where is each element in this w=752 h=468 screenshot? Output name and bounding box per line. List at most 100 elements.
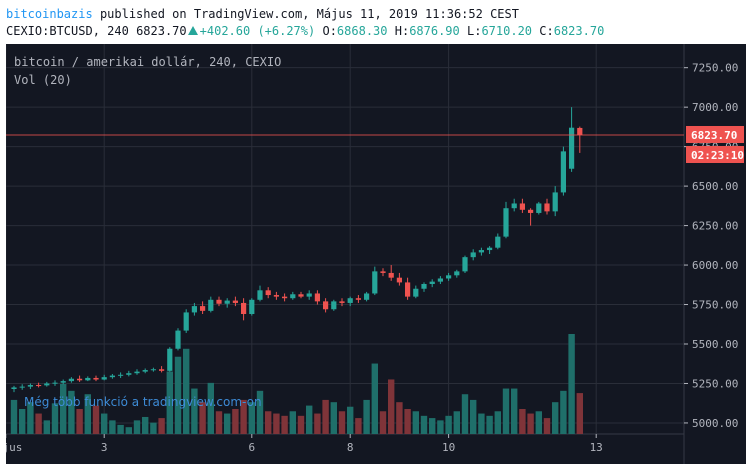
candle-body[interactable]	[544, 203, 550, 212]
candle-body[interactable]	[183, 312, 189, 331]
candle-body[interactable]	[200, 306, 206, 311]
candle-body[interactable]	[298, 294, 304, 297]
candle-body[interactable]	[60, 381, 66, 383]
volume-bar	[437, 420, 444, 434]
candle-body[interactable]	[380, 271, 386, 273]
candle-body[interactable]	[388, 272, 394, 278]
volume-bar	[330, 402, 337, 434]
candle-body[interactable]	[421, 284, 427, 289]
candle-body[interactable]	[257, 290, 263, 300]
candle-body[interactable]	[44, 383, 50, 386]
candle-body[interactable]	[11, 387, 17, 389]
candle-body[interactable]	[331, 301, 337, 310]
last-price: 6823.70	[136, 24, 187, 38]
candle-body[interactable]	[216, 299, 222, 304]
candle-body[interactable]	[413, 288, 419, 297]
volume-bar	[166, 371, 173, 434]
candle-body[interactable]	[232, 300, 238, 303]
candle-body[interactable]	[52, 382, 58, 384]
volume-bar	[535, 411, 542, 434]
chart-area[interactable]: 5000.00 5250.00 5500.00 5750.00 6000.00 6250.…	[6, 44, 746, 464]
candle-body[interactable]	[290, 294, 296, 299]
candle-body[interactable]	[511, 203, 517, 209]
x-tick-label: 3	[101, 441, 108, 454]
candle-body[interactable]	[282, 296, 288, 299]
candle-body[interactable]	[487, 247, 493, 251]
candle-body[interactable]	[528, 209, 534, 213]
candle-body[interactable]	[134, 371, 140, 374]
candle-body[interactable]	[405, 282, 411, 297]
volume-bar	[568, 334, 575, 434]
candle-body[interactable]	[19, 386, 25, 388]
candle-body[interactable]	[265, 290, 271, 296]
candle-body[interactable]	[306, 293, 312, 297]
candle-body[interactable]	[191, 306, 197, 313]
candle-body[interactable]	[462, 257, 468, 272]
volume-bar	[43, 420, 50, 434]
candle-body[interactable]	[36, 385, 42, 387]
candle-body[interactable]	[454, 271, 460, 276]
candle-body[interactable]	[503, 208, 509, 237]
candle-body[interactable]	[167, 348, 173, 371]
volume-bar	[183, 348, 190, 434]
candle-body[interactable]	[27, 385, 33, 387]
last-price-badge	[686, 125, 744, 143]
candle-body[interactable]	[101, 377, 107, 380]
candle-body[interactable]	[364, 293, 370, 300]
candle-body[interactable]	[150, 369, 156, 371]
candle-body[interactable]	[470, 252, 476, 258]
watermark-link[interactable]: Még több funkció a tradingview.com-on	[24, 395, 262, 409]
candle-body[interactable]	[224, 300, 230, 304]
candle-body[interactable]	[68, 378, 74, 382]
candle-body[interactable]	[85, 377, 91, 381]
candle-body[interactable]	[273, 295, 279, 297]
candle-body[interactable]	[577, 127, 583, 135]
candlestick-chart[interactable]: 5000.00 5250.00 5500.00 5750.00 6000.00 6250.…	[6, 44, 746, 464]
last-price-badge-label: 6823.70	[691, 129, 737, 142]
candle-body[interactable]	[372, 271, 378, 294]
volume-bar	[150, 422, 157, 434]
volume-bar	[215, 411, 223, 434]
candle-body[interactable]	[208, 299, 214, 311]
volume-bar	[404, 409, 411, 434]
candle-body[interactable]	[314, 293, 320, 302]
candle-body[interactable]	[126, 373, 132, 375]
candle-body[interactable]	[446, 275, 452, 279]
volume-bar	[207, 382, 214, 434]
candle-body[interactable]	[142, 370, 148, 372]
candle-body[interactable]	[429, 281, 435, 284]
candle-body[interactable]	[519, 203, 525, 210]
candle-body[interactable]	[241, 302, 247, 314]
candle-body[interactable]	[175, 330, 181, 349]
volume-bar	[199, 402, 206, 434]
candle-body[interactable]	[478, 250, 484, 253]
candle-body[interactable]	[249, 299, 255, 314]
candle-body[interactable]	[323, 301, 329, 310]
candle-body[interactable]	[93, 377, 99, 380]
candle-body[interactable]	[437, 278, 443, 282]
x-tick-label: 10	[442, 441, 455, 454]
x-tick-label: 6	[248, 441, 255, 454]
candle-body[interactable]	[77, 378, 83, 381]
candle-body[interactable]	[569, 127, 575, 169]
candle-body[interactable]	[560, 151, 566, 193]
candle-body[interactable]	[355, 298, 361, 300]
header: bitcoinbazis published on TradingView.co…	[0, 0, 752, 44]
candle-body[interactable]	[552, 192, 558, 212]
high-value: 6876.90	[409, 24, 460, 38]
volume-bar	[470, 399, 477, 434]
candle-body[interactable]	[109, 375, 115, 378]
candle-body[interactable]	[347, 298, 353, 303]
candle-body[interactable]	[118, 374, 124, 376]
volume-bar	[363, 399, 370, 434]
candle-body[interactable]	[536, 203, 542, 213]
candle-body[interactable]	[396, 277, 402, 283]
author-link[interactable]: bitcoinbazis	[6, 7, 93, 21]
candle-body[interactable]	[339, 301, 345, 303]
volume-bar	[306, 405, 313, 434]
candle-body[interactable]	[159, 369, 165, 371]
x-tick-label: Május	[6, 441, 22, 454]
candle-body[interactable]	[495, 236, 501, 248]
x-tick-label: 8	[347, 441, 354, 454]
y-tick-label: 7000.00	[692, 101, 738, 114]
